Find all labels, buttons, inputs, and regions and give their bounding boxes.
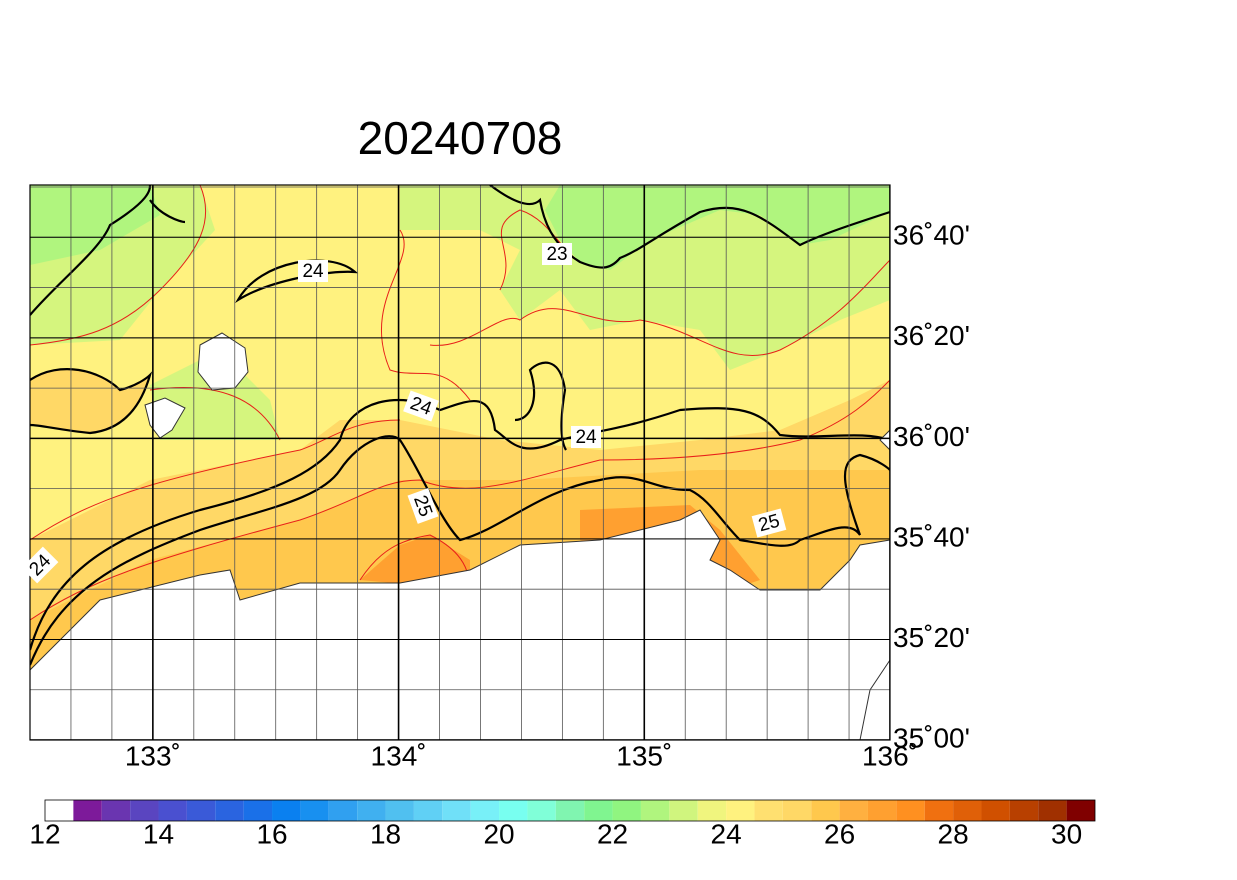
map-frame [29,184,891,741]
map-area [30,185,890,740]
lon-tick-label: 136˚ [862,740,918,771]
colorbar-tick-label: 26 [824,818,855,849]
colorbar-box [839,800,868,821]
colorbar-box [186,800,216,821]
colorbar-box [158,800,187,821]
contour-label-box [21,546,59,584]
island [197,332,249,391]
contour-label: 25 [751,508,787,538]
colorbar-box [215,800,244,821]
colorbar-box [612,800,641,821]
colorbar-box [953,800,982,821]
title: 20240708 [358,112,563,164]
lat-tick-label: 36˚20' [893,320,970,351]
colorbar-box [442,800,471,821]
lon-tick-label: 133˚ [125,740,181,771]
colorbar-tick-label: 18 [370,818,401,849]
contour-label-box [407,488,439,524]
colorbar-tick-label: 16 [256,818,287,849]
colorbar-box [1066,800,1095,821]
contour-label-box [571,426,601,448]
colorbar-box [867,800,897,821]
sst-band [545,185,890,270]
colorbar-tick-label: 14 [143,818,174,849]
contour-label: 23 [542,243,572,265]
colorbar-box [782,800,812,821]
colorbar-tick-label: 22 [597,818,628,849]
sst-band [30,369,150,433]
colorbar-box [1009,800,1039,821]
colorbar-box [272,800,301,821]
colorbar-tick-label: 12 [29,818,60,849]
island [144,397,186,439]
contour-label: 25 [407,488,439,524]
sst-band [150,360,280,440]
colorbar-tick-label: 20 [483,818,514,849]
colorbar-box [499,800,528,821]
colorbar-tick-label: 24 [711,818,742,849]
grid [30,185,890,740]
colorbar-box [101,800,131,821]
sst-band [30,185,160,265]
colorbar-box [726,800,755,821]
colorbar-box [73,800,102,821]
colorbar-box [527,800,556,821]
contour-label-text: 23 [546,244,567,265]
colorbar-box [584,800,613,821]
land [879,429,890,451]
colorbar-box [754,800,783,821]
colorbar-box [924,800,954,821]
colorbar-box [385,800,414,821]
colorbar-tick-label: 28 [938,818,969,849]
lon-tick-label: 135˚ [616,740,672,771]
colorbar-box [45,800,74,821]
contour-label: 24 [298,260,328,282]
lat-tick-label: 36˚00' [893,421,970,452]
contour-label-text: 24 [302,261,324,282]
colorbar-box [413,800,443,821]
colorbar: 12 14 16 18 20 22 24 26 28 30 [29,799,1096,849]
colorbar-box [357,800,386,821]
contour-label-box [751,508,787,538]
land [30,509,890,740]
colorbar-box [697,800,727,821]
contour-label-box [542,243,572,265]
lon-tick-label: 134˚ [371,740,427,771]
contour-label-box [403,390,439,422]
lat-tick-label: 36˚40' [893,220,970,251]
colorbar-box [130,800,159,821]
colorbar-box [896,800,925,821]
colorbar-box [470,800,500,821]
colorbar-box [243,800,273,821]
colorbar-tick-label: 30 [1051,818,1082,849]
contour-label-box [298,260,328,282]
colorbar-box [811,800,840,821]
colorbar-box [328,800,358,821]
lat-tick-label: 35˚00' [893,722,970,753]
contour-label-text: 24 [575,427,597,448]
colorbar-box [640,800,670,821]
colorbar-box [981,800,1010,821]
colorbar-frame [44,799,1096,822]
isotherms-major [30,185,890,666]
colorbar-box [555,800,585,821]
lat-tick-label: 35˚40' [893,521,970,552]
colorbar-box [669,800,698,821]
colorbar-box [300,800,329,821]
lat-tick-label: 35˚20' [893,622,970,653]
colorbar-box [1038,800,1067,821]
contour-label: 24 [571,426,601,448]
land [859,659,890,740]
